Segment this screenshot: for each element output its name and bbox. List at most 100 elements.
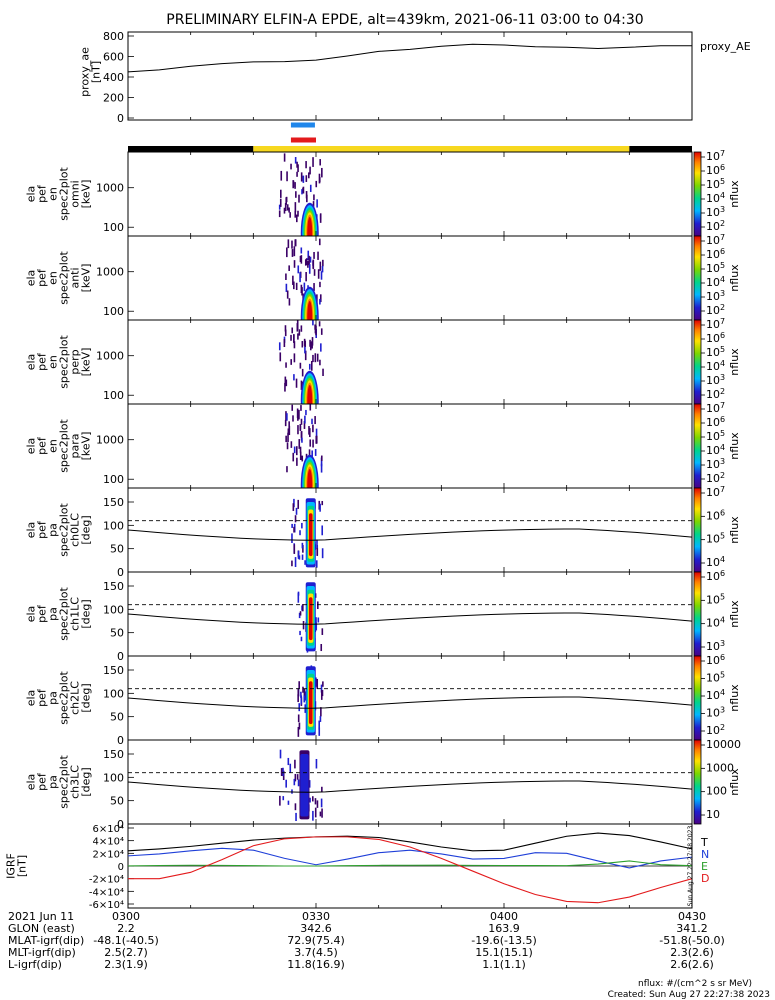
- panel-bg: [128, 488, 692, 572]
- spectrogram-cell: [283, 339, 286, 348]
- zbar-tick-label: 102: [706, 303, 725, 317]
- ephemeris-value: 163.9: [488, 922, 520, 935]
- spectrogram-cell: [302, 604, 304, 612]
- spectrogram-cell: [302, 686, 304, 693]
- spectrogram-cell: [301, 287, 303, 296]
- spectrogram-cell: [298, 439, 301, 449]
- zbar-tick-label: 107: [706, 485, 725, 499]
- ylabel-line: perp: [69, 349, 82, 374]
- ylabel-line: pef: [36, 184, 49, 203]
- spectrogram-cell: [291, 240, 293, 249]
- spectrogram-core: [308, 681, 313, 725]
- spectrogram-cell: [287, 432, 289, 443]
- ephemeris-value: 341.2: [676, 922, 708, 935]
- zbar-tick-label: 103: [706, 373, 725, 387]
- spectrogram-cell: [317, 269, 320, 279]
- spectrogram-cell: [300, 405, 302, 411]
- spectrogram-cell: [301, 455, 304, 462]
- spectrogram-cell: [290, 334, 292, 341]
- spectrogram-cell: [286, 413, 288, 421]
- spectrogram-cell: [278, 342, 281, 351]
- igrf-legend-T: T: [700, 836, 708, 849]
- zbar-tick-label: 10000: [706, 738, 741, 751]
- spectrogram-cell: [320, 457, 323, 467]
- spectrogram-cell: [278, 204, 281, 210]
- zbar-label: nflux: [728, 768, 741, 796]
- spectrogram-cell: [290, 359, 293, 365]
- spectrogram-cell: [283, 153, 286, 162]
- loss-cone-curve: [127, 696, 693, 709]
- proxy-ae-legend: proxy_AE: [700, 40, 751, 53]
- colorbar-gradient: [693, 571, 702, 657]
- spectrogram-cell: [288, 265, 290, 271]
- spectrogram-cell: [301, 189, 303, 195]
- spectrogram-cell: [309, 797, 311, 803]
- spectrogram-cell: [289, 212, 291, 218]
- zbar-tick-label: 106: [706, 163, 725, 177]
- spectrogram-cell: [290, 163, 292, 170]
- spectrogram-cell: [295, 378, 298, 388]
- spectrogram-cell: [319, 261, 322, 271]
- spectrogram-cell: [293, 526, 295, 533]
- spectrogram-cell: [287, 239, 290, 249]
- panel-bg: [128, 152, 692, 236]
- units-note: nflux: #/(cm^2 s sr MeV): [638, 979, 752, 989]
- spectrogram-cell: [300, 636, 303, 642]
- spectrogram-cell: [297, 592, 300, 603]
- zbar-tick-label: 107: [706, 233, 725, 247]
- ylabel-line: pa: [47, 523, 60, 537]
- y-tick-label: 100: [103, 389, 124, 402]
- spectrogram-cell: [297, 694, 299, 703]
- spectrogram-cell: [315, 758, 318, 769]
- ylabel-line: spec2plot: [58, 503, 71, 557]
- zbar-tick-label: 105: [706, 261, 725, 275]
- ephemeris-row-label: 2021 Jun 11: [8, 910, 74, 923]
- spectrogram-cell: [314, 353, 317, 363]
- loss-cone-curve: [127, 528, 693, 541]
- spectrogram-cell: [318, 238, 321, 246]
- zbar-tick-label: 102: [706, 387, 725, 401]
- ylabel-line: spec2plot: [58, 335, 71, 389]
- spectrogram-cell: [296, 214, 298, 223]
- spectrogram-cell: [311, 450, 313, 457]
- spectrogram-cell: [282, 796, 285, 801]
- spectrogram-cell: [312, 424, 314, 433]
- spectrogram-cell: [316, 800, 319, 808]
- ylabel-line: [nT]: [16, 855, 29, 877]
- panel-bg: [128, 740, 692, 824]
- spectrogram-cell: [304, 259, 307, 266]
- indicator-bars: [128, 122, 692, 152]
- zbar-tick-label: 103: [706, 639, 725, 653]
- spectrogram-cell: [299, 611, 302, 616]
- spectrogram-cell: [303, 688, 306, 698]
- spectrogram-cell: [320, 644, 323, 652]
- spectrogram-cell: [301, 605, 303, 611]
- colorbar-gradient: [693, 487, 702, 573]
- zbar-label: nflux: [728, 684, 741, 712]
- ephemeris-value: -51.8(-50.0): [659, 934, 725, 947]
- spectrogram-cell: [292, 452, 295, 462]
- ephemeris-value: 2.5(2.7): [104, 946, 148, 959]
- ylabel-line: ch2LC: [69, 681, 82, 715]
- ephemeris-value: 0300: [112, 910, 140, 923]
- ylabel-line: en: [47, 355, 60, 369]
- spectrogram-cell: [287, 428, 290, 435]
- spectrogram-cell: [321, 265, 324, 273]
- y-tick-label: 50: [110, 795, 124, 808]
- y-tick-label: 2×10⁴: [93, 849, 124, 860]
- spectrogram-cell: [299, 425, 302, 431]
- y-tick-label: 1000: [96, 350, 124, 363]
- spectrogram-cell: [280, 170, 283, 181]
- spectrogram-cell: [308, 428, 311, 438]
- colorbar-gradient: [693, 403, 702, 489]
- spectrogram-cell: [304, 350, 307, 361]
- spectrogram-cell: [303, 420, 306, 429]
- spectrogram-cell: [313, 269, 316, 276]
- igrf-ylabel: IGRF[nT]: [5, 853, 29, 879]
- spectrogram-cell: [298, 329, 301, 336]
- ylabel-line: pef: [36, 688, 49, 707]
- spectrogram-cell: [302, 545, 304, 553]
- plot-title: PRELIMINARY ELFIN-A EPDE, alt=439km, 202…: [166, 12, 643, 28]
